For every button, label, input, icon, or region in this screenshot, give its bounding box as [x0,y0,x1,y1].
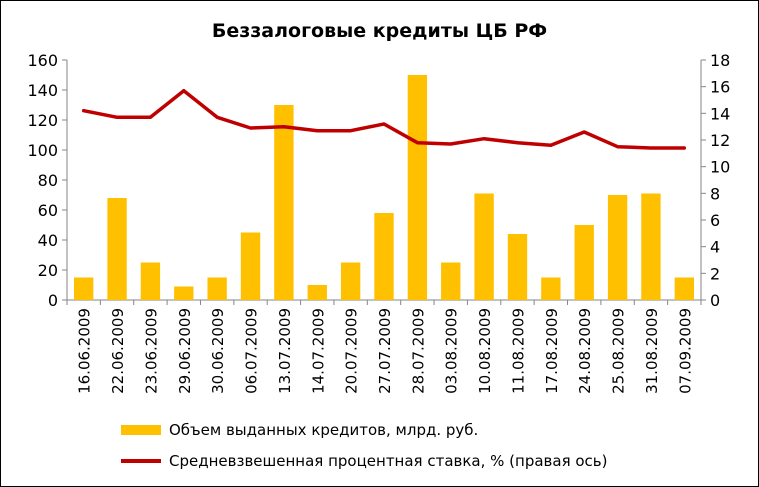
rate-point [682,146,686,150]
y-right-tick-label: 6 [710,211,720,230]
chart-title: Беззалоговые кредиты ЦБ РФ [211,20,548,42]
x-tick-label: 28.07.2009 [409,308,427,394]
y-left-tick-label: 120 [27,111,58,130]
rate-point [515,141,519,145]
rate-point [349,129,353,133]
bar [274,105,294,300]
y-left-tick-label: 140 [27,81,58,100]
y-left-tick-label: 160 [27,51,58,70]
rate-point [482,137,486,141]
bar [507,234,528,300]
bar [441,262,461,300]
bar [607,195,628,300]
bar [74,277,94,300]
rate-point [182,89,186,93]
rate-point [415,141,419,145]
y-right-tick-label: 16 [710,78,730,97]
y-right-tick-label: 0 [710,291,720,310]
rate-point [215,115,219,119]
bar [107,198,127,300]
rate-point [249,126,253,130]
x-tick-label: 06.07.2009 [243,308,261,394]
x-tick-label: 24.08.2009 [576,308,594,394]
rate-point [115,115,119,119]
legend-label-line: Средневзвешенная процентная ставка, % (п… [169,452,608,470]
bar [541,277,561,300]
y-left-tick-label: 0 [48,291,58,310]
x-tick-label: 11.08.2009 [509,308,527,394]
y-left-tick-label: 60 [38,201,58,220]
rate-point [449,142,453,146]
x-tick-label: 20.07.2009 [343,308,361,394]
y-left-tick-label: 20 [38,261,58,280]
x-tick-label: 22.06.2009 [109,308,127,394]
rate-point [282,125,286,129]
y-left-tick-label: 80 [38,171,58,190]
y-right-tick-label: 8 [710,184,720,203]
rate-point [616,145,620,149]
rate-point [315,129,319,133]
legend-label-bars: Объем выданных кредитов, млрд. руб. [169,421,479,439]
x-tick-label: 27.07.2009 [376,308,394,394]
y-right-tick-label: 4 [710,238,720,257]
x-tick-label: 07.09.2009 [676,308,694,394]
y-right-tick-label: 10 [710,158,730,177]
rate-point [382,122,386,126]
x-tick-label: 31.08.2009 [643,308,661,394]
bar [574,225,594,300]
y-right-tick-label: 2 [710,264,720,283]
rate-point [549,143,553,147]
bar [474,193,494,300]
x-tick-label: 03.08.2009 [443,308,461,394]
rate-point [582,130,586,134]
bar [641,193,661,300]
rate-point [82,109,86,113]
bar [140,262,161,300]
x-tick-label: 16.06.2009 [76,308,94,394]
rate-point [649,146,653,150]
legend-item-line: Средневзвешенная процентная ставка, % (п… [121,450,608,472]
x-tick-label: 29.06.2009 [176,308,194,394]
legend-item-bars: Объем выданных кредитов, млрд. руб. [121,419,478,441]
rate-point [148,115,152,119]
bar [374,213,394,300]
x-tick-label: 25.08.2009 [610,308,628,394]
x-tick-label: 13.07.2009 [276,308,294,394]
bar [240,232,261,300]
y-right-tick-label: 14 [710,104,730,123]
y-left-tick-label: 40 [38,231,58,250]
legend-swatch-bars [121,425,161,435]
bar [207,277,227,300]
rate-line [81,88,687,150]
legend-swatch-line [121,459,161,463]
y-left-tick-label: 100 [27,141,58,160]
x-tick-label: 23.06.2009 [142,308,160,394]
x-tick-label: 17.08.2009 [543,308,561,394]
y-right-tick-label: 18 [710,51,730,70]
x-tick-label: 30.06.2009 [209,308,227,394]
bar [307,285,327,300]
bar [174,286,194,300]
x-tick-label: 10.08.2009 [476,308,494,394]
bar [340,262,361,300]
y-right-tick-label: 12 [710,131,730,150]
bar [407,75,428,300]
x-tick-label: 14.07.2009 [309,308,327,394]
bar [674,277,694,300]
